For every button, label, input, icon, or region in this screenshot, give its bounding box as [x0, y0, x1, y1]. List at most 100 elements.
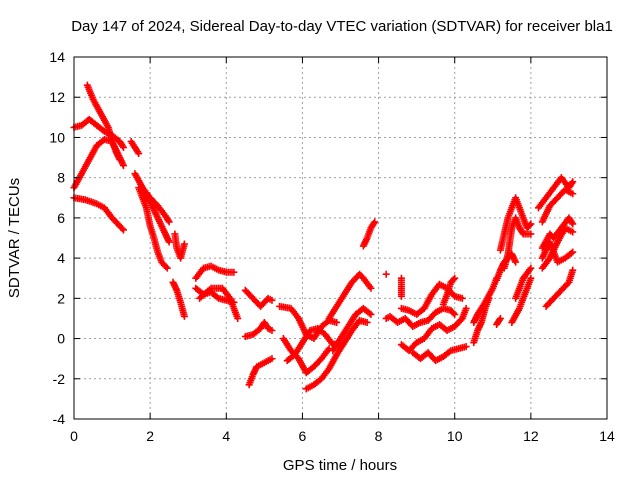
- data-point-marker: [462, 304, 470, 312]
- series-arc-26: [397, 274, 405, 300]
- series-arc-10: [171, 230, 188, 262]
- series-arc-5: [127, 137, 143, 158]
- series-arc-27: [397, 304, 470, 355]
- series-arc-37: [508, 274, 535, 326]
- tick-layer: 0 2 4 6 8 10 12 14 -4 -2 0 2 4 6 8 10 12 14: [49, 49, 615, 444]
- data-point-marker: [268, 296, 276, 304]
- series-arc-22: [329, 304, 375, 355]
- data-point-marker: [495, 316, 503, 324]
- data-point-marker: [116, 156, 124, 164]
- series-arc-42: [538, 238, 577, 266]
- data-point-marker: [367, 284, 375, 292]
- x-tick-label: 10: [447, 428, 463, 444]
- data-point-marker: [234, 314, 242, 322]
- data-point-marker: [496, 314, 504, 322]
- data-point-marker: [569, 220, 577, 228]
- data-point-marker: [568, 179, 576, 187]
- series-arc-21: [325, 270, 375, 322]
- data-point-marker: [449, 276, 457, 284]
- series-arc-25: [382, 304, 459, 330]
- x-axis-label: GPS time / hours: [283, 457, 397, 474]
- series-arc-43: [542, 266, 577, 310]
- data-point-marker: [512, 258, 520, 266]
- series-arc-19: [283, 325, 344, 365]
- data-point-marker: [371, 218, 379, 226]
- series-arc-16: [245, 355, 276, 389]
- series-arc-23: [359, 218, 379, 250]
- data-point-marker: [526, 221, 534, 229]
- series-arc-32: [470, 294, 493, 347]
- series-arc-24: [382, 270, 390, 278]
- data-point-marker: [485, 294, 493, 302]
- y-tick-label: 2: [57, 290, 65, 306]
- series-layer: [70, 81, 577, 393]
- data-point-marker: [397, 292, 405, 300]
- y-tick-label: 14: [49, 49, 65, 65]
- series-arc-20: [302, 316, 371, 393]
- data-point-marker: [268, 327, 276, 335]
- series-arc-30: [439, 274, 459, 308]
- x-tick-label: 4: [222, 428, 230, 444]
- chart-title: Day 147 of 2024, Sidereal Day-to-day VTE…: [71, 18, 613, 35]
- series-arc-40: [538, 224, 577, 272]
- series-arc-7: [135, 184, 171, 272]
- data-point-marker: [165, 218, 173, 226]
- data-point-marker: [119, 226, 127, 234]
- data-point-marker: [568, 218, 576, 226]
- data-point-marker: [458, 294, 466, 302]
- y-tick-label: 10: [49, 129, 65, 145]
- data-point-marker: [527, 274, 535, 282]
- data-point-marker: [567, 249, 575, 257]
- data-point-marker: [268, 355, 276, 363]
- plot-frame: [73, 56, 608, 420]
- series-arc-29: [409, 343, 470, 365]
- series-arc-28: [397, 280, 466, 318]
- data-point-marker: [527, 230, 535, 238]
- data-point-marker: [367, 310, 375, 318]
- y-tick-label: 8: [57, 170, 65, 186]
- data-point-marker: [230, 268, 238, 276]
- series-arc-9: [169, 278, 188, 320]
- x-tick-label: 12: [523, 428, 539, 444]
- series-arc-13: [196, 284, 242, 322]
- y-tick-label: 0: [57, 331, 65, 347]
- y-axis-label: SDTVAR / TECUs: [6, 178, 23, 298]
- series-arc-39: [534, 174, 577, 212]
- data-point-marker: [569, 266, 577, 274]
- y-tick-label: -2: [53, 371, 66, 387]
- data-point-marker: [365, 309, 373, 317]
- series-arc-44: [538, 186, 577, 226]
- y-tick-label: 4: [57, 250, 65, 266]
- data-point-marker: [363, 318, 371, 326]
- data-point-marker: [333, 318, 341, 326]
- data-point-marker: [180, 240, 188, 248]
- data-point-marker: [569, 228, 577, 236]
- x-tick-label: 0: [70, 428, 78, 444]
- data-point-marker: [451, 310, 459, 318]
- data-point-marker: [569, 190, 577, 198]
- x-tick-label: 8: [375, 428, 383, 444]
- data-point-marker: [119, 142, 127, 150]
- y-tick-label: -4: [53, 411, 66, 427]
- data-point-marker: [118, 225, 126, 233]
- series-arc-8: [139, 190, 173, 246]
- data-point-marker: [164, 216, 172, 224]
- data-point-marker: [449, 309, 457, 317]
- data-point-marker: [569, 178, 577, 186]
- data-point-marker: [527, 220, 535, 228]
- y-tick-label: 12: [49, 89, 65, 105]
- data-point-marker: [527, 264, 535, 272]
- data-point-marker: [451, 274, 459, 282]
- data-point-marker: [382, 270, 390, 278]
- data-point-marker: [462, 343, 470, 351]
- series-arc-14: [241, 286, 276, 310]
- series-arc-4: [83, 81, 124, 164]
- series-arc-36: [493, 250, 520, 284]
- data-point-marker: [180, 312, 188, 320]
- series-arc-34: [496, 194, 535, 254]
- series-arc-15: [241, 318, 276, 341]
- data-point-marker: [135, 150, 143, 158]
- data-point-marker: [163, 264, 171, 272]
